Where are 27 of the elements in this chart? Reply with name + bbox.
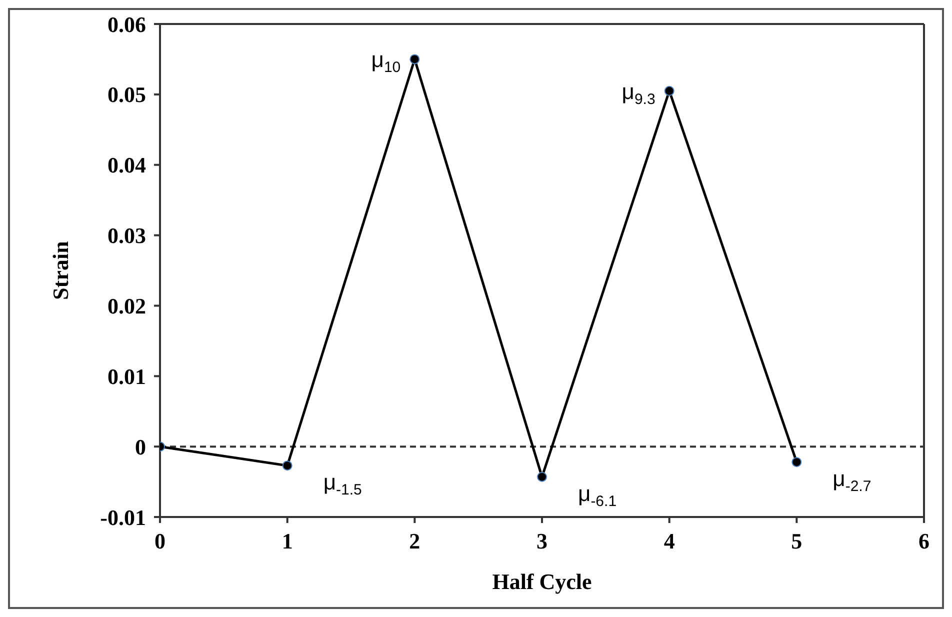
x-tick-label: 3 (536, 528, 548, 554)
point (410, 54, 420, 64)
y-axis-title: Strain (48, 241, 73, 300)
y-tick-label: 0.05 (108, 82, 146, 108)
annotation: μ$_{9.3}$ (622, 78, 656, 108)
point (664, 86, 674, 96)
annotation: μ$_{-2.7}$ (832, 466, 872, 495)
x-tick-label: 4 (664, 528, 675, 554)
x-tick-label: 0 (154, 528, 166, 554)
x-tick-label: 6 (918, 528, 930, 554)
y-tick-label: 0 (135, 434, 146, 460)
y-tick-label: 0.03 (108, 223, 146, 248)
x-tick-label: 2 (409, 528, 420, 554)
y-tick-label: -0.01 (100, 504, 146, 530)
y-tick-label: 0.02 (108, 294, 146, 319)
point (792, 457, 802, 468)
annotation: μ$_{-6.1}$ (578, 480, 617, 510)
y-tick-label: 0.06 (108, 12, 146, 37)
annotation: μ$_{-1.5}$ (323, 470, 362, 498)
x-tick-label: 5 (791, 528, 802, 554)
x-tick-label: 1 (282, 528, 293, 554)
x-axis-title: Half Cycle (492, 569, 592, 594)
point (282, 460, 292, 471)
point (537, 472, 547, 482)
y-tick-label: 0.04 (108, 152, 146, 178)
y-tick-label: 0.01 (108, 364, 146, 389)
annotation: μ$_{10}$ (371, 47, 401, 76)
